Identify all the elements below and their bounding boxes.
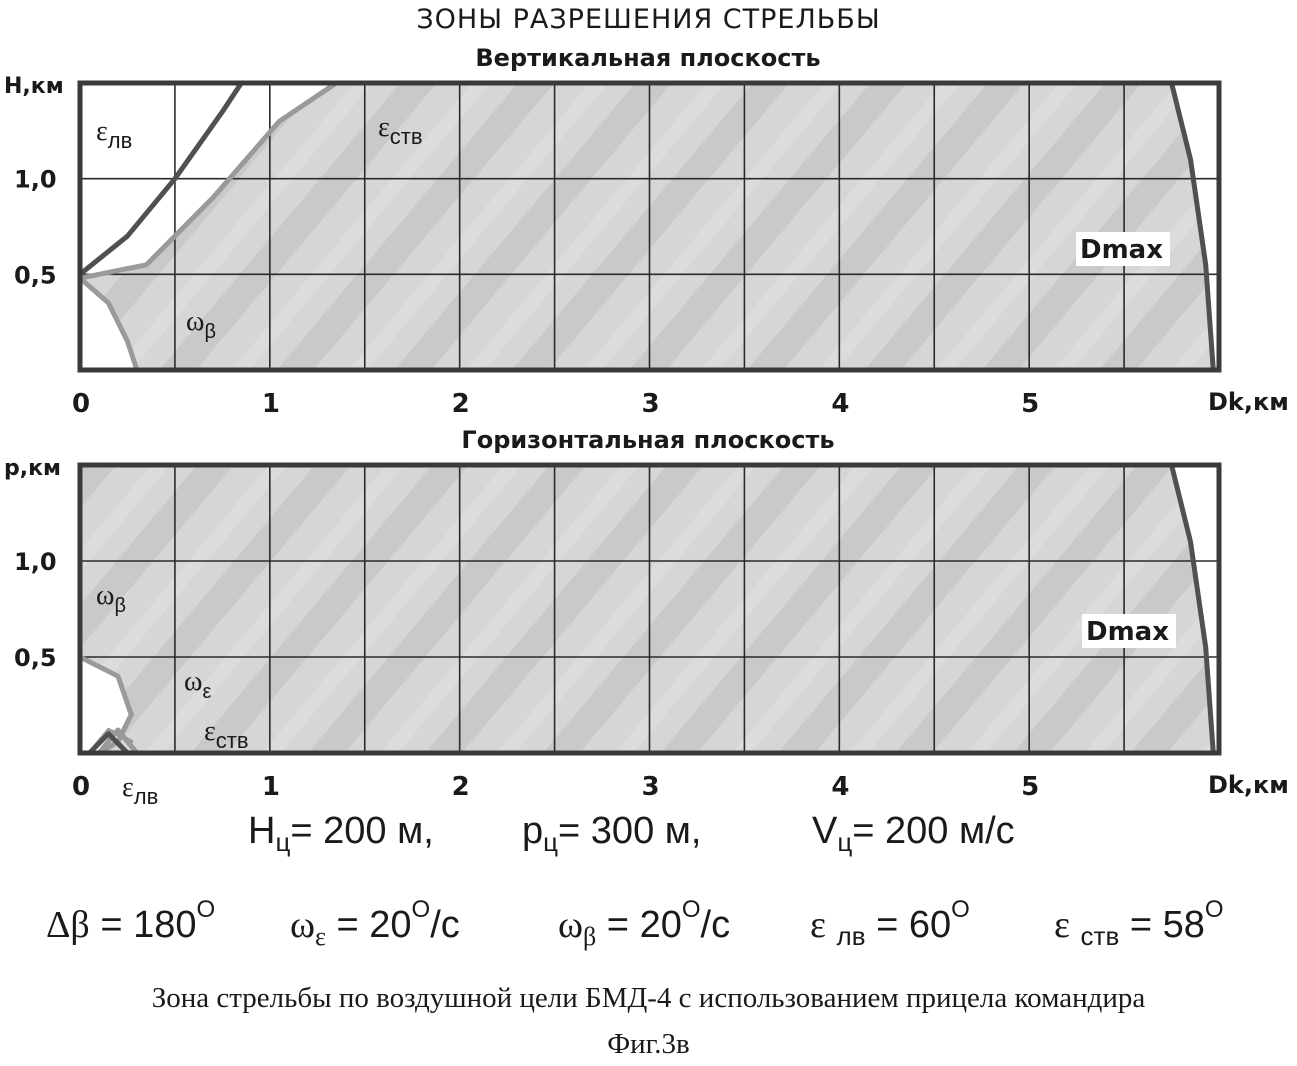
param-p: pц= 300 м,: [522, 810, 701, 858]
x-tick-label: 1: [262, 389, 280, 419]
y-axis-label: p,км: [4, 456, 61, 481]
y-tick-label: 0,5: [14, 644, 57, 672]
param-eps-lv: ε лв = 60O: [810, 896, 970, 952]
x-tick-label: 2: [452, 772, 470, 802]
chart-subtitle: Горизонтальная плоскость: [461, 426, 834, 454]
x-tick-label: 3: [642, 389, 660, 419]
x-tick-label: 4: [831, 772, 849, 802]
firing-zone-charts: Вертикальная плоскость H,км 0,5 1,0 0 1 2 3 4 5 Dk…: [0, 0, 1297, 880]
y-tick-label: 1,0: [14, 166, 57, 194]
param-omega-epsilon: ωε = 20O/c: [290, 896, 460, 952]
param-eps-stv: ε ств = 58O: [1054, 896, 1224, 952]
figure-caption: Зона стрельбы по воздушной цели БМД-4 с …: [0, 982, 1297, 1015]
y-axis-label: H,км: [4, 74, 64, 99]
x-axis-label: Dk,км: [1208, 771, 1289, 799]
x-tick-label: 4: [831, 389, 849, 419]
chart-subtitle: Вертикальная плоскость: [475, 44, 820, 72]
x-tick-label: 0: [72, 389, 90, 419]
annotation-εлв: εлв: [122, 772, 158, 809]
annotation-dmax: Dmax: [1080, 235, 1163, 265]
x-tick-label: 0: [72, 772, 90, 802]
x-tick-label: 1: [262, 772, 280, 802]
x-tick-label: 5: [1021, 772, 1039, 802]
param-omega-beta: ωβ = 20O/c: [558, 896, 730, 952]
figure-number: Фиг.3в: [0, 1028, 1297, 1061]
param-v: Vц= 200 м/с: [812, 810, 1015, 858]
annotation-dmax: Dmax: [1086, 617, 1169, 647]
param-h: Hц= 200 м,: [248, 810, 434, 858]
x-tick-label: 2: [452, 389, 470, 419]
x-tick-label: 5: [1021, 389, 1039, 419]
x-tick-label: 3: [642, 772, 660, 802]
param-delta-beta: Δβ = 180O: [46, 896, 215, 947]
y-tick-label: 1,0: [14, 548, 57, 576]
x-axis-label: Dk,км: [1208, 388, 1289, 416]
y-tick-label: 0,5: [14, 261, 57, 289]
